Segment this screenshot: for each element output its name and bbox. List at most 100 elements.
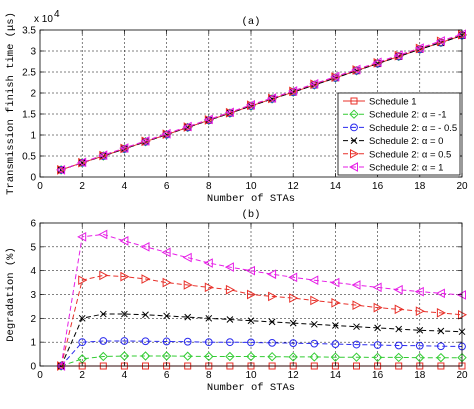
- data-point-5-0: [56, 165, 66, 175]
- data-point-3-12: [310, 320, 318, 328]
- data-point-5-17: [414, 286, 424, 297]
- chart-a: 0 2 4 6 8 10 12 14 16 18 20 0 0.5 1 1.5 2 2.5 3 3.5 (a) Numb…: [5, 9, 468, 205]
- data-point-5-2: [98, 229, 108, 240]
- x-tick-label: 0: [37, 181, 43, 192]
- data-point-5-10: [267, 93, 277, 103]
- data-point-4-7: [204, 282, 214, 293]
- data-point-5-11: [288, 272, 298, 283]
- x-tick-label: 18: [414, 370, 426, 381]
- x-tick-label: 18: [414, 181, 426, 192]
- x-tick-label: 8: [206, 370, 212, 381]
- data-point-3-15: [374, 324, 381, 332]
- legend-label-0: Schedule 1: [369, 97, 417, 108]
- data-point-5-4: [140, 136, 150, 146]
- data-point-1-8: [225, 351, 235, 362]
- data-point-5-2: [98, 150, 108, 160]
- data-point-3-4: [142, 311, 149, 319]
- data-point-5-3: [119, 236, 129, 246]
- x-tick-label: 6: [164, 370, 170, 381]
- x-tick-label: 6: [164, 181, 170, 192]
- series-1: [56, 351, 467, 371]
- data-point-5-8: [224, 107, 234, 118]
- data-point-5-14: [351, 280, 361, 290]
- data-point-1-7: [204, 351, 214, 362]
- data-point-3-9: [247, 317, 255, 325]
- data-point-3-18: [437, 327, 445, 335]
- data-point-5-12: [309, 78, 319, 89]
- data-point-5-15: [372, 282, 382, 293]
- y-tick-label: 0.5: [22, 152, 36, 163]
- x-tick-label: 20: [456, 370, 468, 381]
- data-point-4-18: [436, 308, 446, 318]
- data-point-2-14: [352, 340, 361, 349]
- data-point-5-14: [351, 64, 361, 75]
- data-point-4-2: [99, 270, 109, 281]
- data-point-5-4: [140, 241, 150, 252]
- data-point-2-17: [415, 341, 424, 350]
- x-tick-label: 10: [245, 370, 257, 381]
- data-point-2-12: [310, 339, 319, 348]
- data-point-3-2: [99, 310, 107, 318]
- legend-marker-2: [350, 123, 358, 132]
- x-tick-label: 20: [456, 181, 468, 192]
- chart-title: (b): [242, 209, 261, 221]
- data-point-3-14: [353, 323, 360, 331]
- data-point-3-5: [163, 312, 170, 320]
- y-tick-label: 3: [30, 290, 36, 301]
- data-point-2-13: [331, 340, 340, 348]
- y-tick-label: 4: [30, 266, 36, 277]
- data-point-5-6: [182, 121, 192, 132]
- data-point-4-6: [183, 280, 193, 290]
- series-line-3: [60, 313, 463, 367]
- legend: Schedule 1 Schedule 2: α = -1 Schedule 2: …: [337, 92, 461, 176]
- legend-label-5: Schedule 2: α = 1: [369, 163, 443, 174]
- legend-label-2: Schedule 2: α = - 0.5: [369, 123, 457, 134]
- legend-marker-5: [348, 162, 358, 172]
- data-point-5-15: [372, 57, 382, 68]
- data-point-1-14: [351, 352, 362, 362]
- data-point-2-1: [78, 338, 87, 347]
- data-point-4-8: [225, 284, 235, 295]
- data-point-5-11: [288, 86, 298, 96]
- y-tick-label: 1: [30, 131, 36, 142]
- data-point-4-16: [394, 304, 404, 315]
- data-point-1-10: [267, 351, 277, 362]
- data-point-4-1: [78, 275, 88, 286]
- data-point-4-13: [331, 298, 341, 308]
- data-point-1-9: [246, 351, 256, 362]
- data-point-4-5: [162, 277, 172, 288]
- legend-marker-1: [349, 109, 359, 119]
- data-point-5-9: [245, 99, 255, 110]
- data-point-2-10: [268, 338, 277, 347]
- data-point-4-15: [373, 302, 383, 313]
- data-point-5-10: [267, 269, 277, 280]
- x-tick-label: 14: [330, 181, 342, 192]
- data-point-1-4: [140, 351, 151, 361]
- chart-title: (a): [242, 16, 261, 28]
- data-point-4-11: [289, 293, 299, 303]
- data-point-5-13: [330, 277, 340, 288]
- data-point-1-6: [182, 351, 193, 361]
- data-point-3-17: [416, 326, 424, 334]
- data-point-1-0: [56, 361, 66, 371]
- data-point-5-6: [182, 252, 192, 263]
- x-tick-label: 16: [372, 181, 384, 192]
- x-tick-label: 0: [37, 370, 43, 381]
- data-point-1-11: [288, 352, 298, 362]
- y-tick-label: 1.5: [22, 110, 36, 121]
- data-point-2-9: [247, 338, 255, 347]
- data-point-3-16: [395, 325, 403, 333]
- legend-label-4: Schedule 2: α = 0.5: [369, 149, 451, 160]
- data-point-1-12: [309, 352, 320, 362]
- data-point-2-7: [204, 338, 213, 347]
- x-tick-label: 12: [288, 370, 300, 381]
- data-point-4-12: [310, 295, 320, 306]
- data-point-5-17: [414, 43, 424, 53]
- data-point-2-11: [289, 339, 298, 348]
- data-point-5-3: [119, 143, 129, 153]
- y-tick-label: 2.5: [22, 68, 36, 79]
- data-point-5-13: [330, 71, 340, 82]
- data-point-5-7: [203, 258, 213, 268]
